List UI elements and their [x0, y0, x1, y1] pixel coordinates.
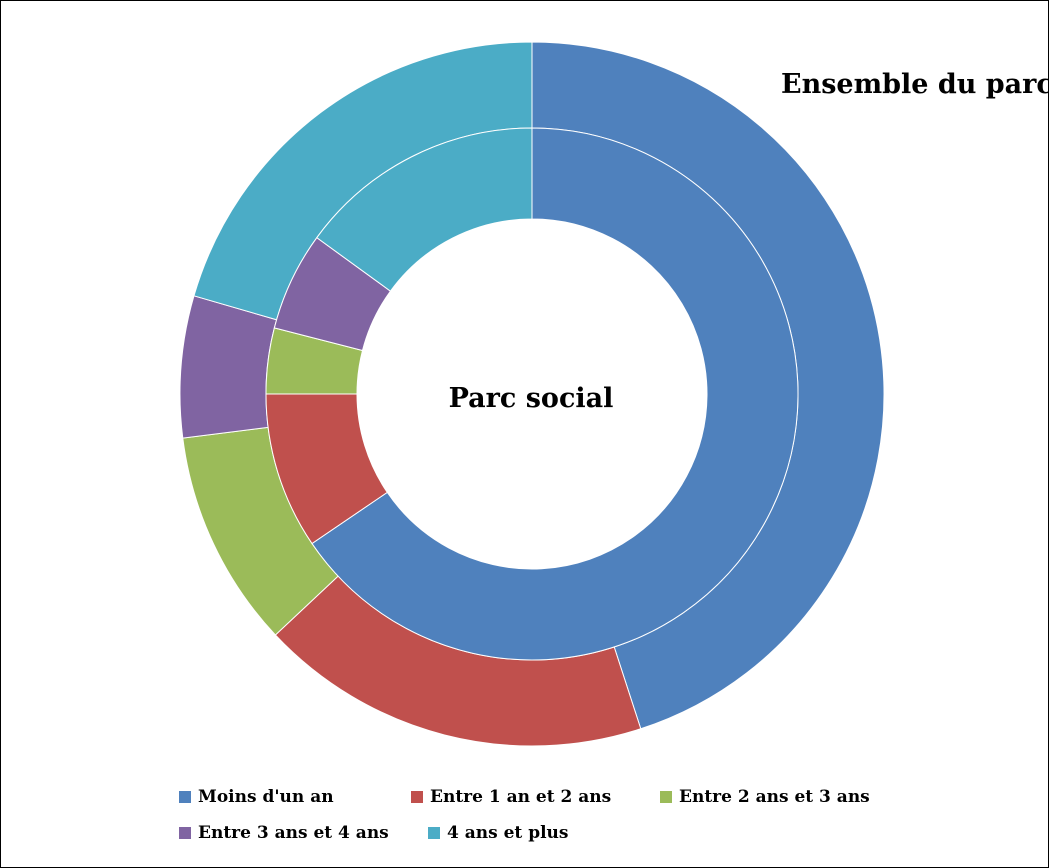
legend-swatch — [411, 791, 423, 803]
inner-slice-moins-d-un-an — [311, 127, 799, 661]
outer-ring-label: Ensemble du parc — [781, 69, 1049, 100]
legend-swatch — [428, 827, 440, 839]
legend-swatch — [179, 827, 191, 839]
legend-label: Entre 1 an et 2 ans — [430, 787, 612, 807]
legend-item-3-4-ans: Entre 3 ans et 4 ans — [179, 823, 389, 843]
legend-item-2-3-ans: Entre 2 ans et 3 ans — [660, 787, 870, 807]
inner-ring — [265, 127, 799, 661]
legend-item-moins-un-an: Moins d'un an — [179, 787, 334, 807]
outer-slice-entre-3-ans-et-4-ans — [179, 295, 278, 439]
inner-ring-label: Parc social — [448, 383, 614, 414]
legend-label: 4 ans et plus — [447, 823, 569, 843]
legend-item-4-ans-plus: 4 ans et plus — [428, 823, 568, 843]
legend-swatch — [179, 791, 191, 803]
legend-swatch — [660, 791, 672, 803]
legend-label: Moins d'un an — [198, 787, 334, 807]
legend-label: Entre 3 ans et 4 ans — [198, 823, 389, 843]
legend-label: Entre 2 ans et 3 ans — [679, 787, 870, 807]
legend-item-1-2-ans: Entre 1 an et 2 ans — [411, 787, 611, 807]
outer-ring — [179, 41, 885, 747]
inner-slice-4-ans-et-plus — [316, 127, 533, 292]
